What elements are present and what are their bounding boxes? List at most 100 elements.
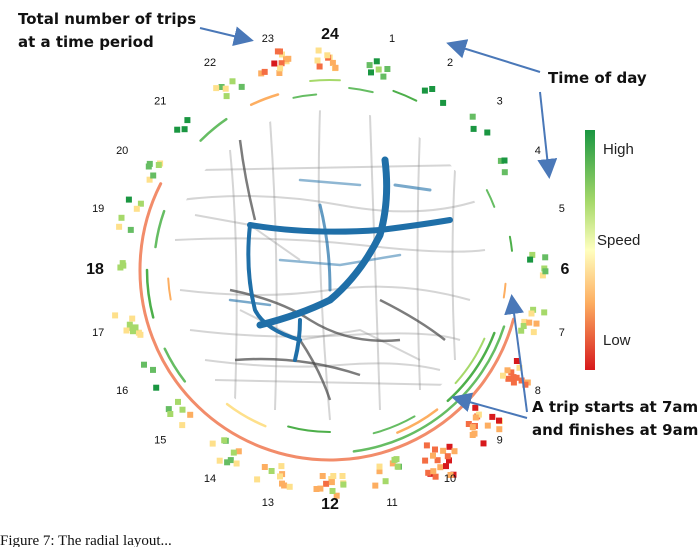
- histogram-cell: [529, 251, 536, 258]
- hour-label-7: 7: [559, 327, 565, 339]
- histogram-cell: [330, 473, 337, 479]
- histogram-cell: [137, 200, 144, 207]
- histogram-cell: [382, 478, 389, 485]
- histogram-cell: [501, 169, 508, 176]
- histogram-cell: [150, 172, 157, 179]
- histogram-cell: [489, 413, 496, 420]
- histogram-cell: [277, 473, 283, 480]
- histogram-cell: [384, 66, 391, 72]
- histogram-cell: [165, 406, 172, 413]
- histogram-cell: [501, 157, 508, 164]
- hour-label-22: 22: [204, 57, 216, 69]
- hour-label-21: 21: [154, 95, 166, 107]
- histogram-cell: [261, 68, 268, 75]
- histogram-cell: [440, 447, 447, 454]
- annotation-arrows: [199, 26, 558, 419]
- histogram-cell: [484, 129, 491, 136]
- histogram-cell: [376, 468, 383, 475]
- histogram-cell: [278, 60, 285, 67]
- trip-arc: [348, 87, 374, 94]
- hour-label-2: 2: [447, 57, 453, 69]
- histogram-cell: [174, 126, 181, 133]
- histogram-cell: [440, 99, 447, 106]
- hour-label-24: 24: [321, 26, 339, 43]
- hour-label-11: 11: [386, 497, 397, 509]
- histogram-cell: [222, 85, 229, 92]
- speed-color-bar: [585, 130, 595, 370]
- histogram-cell: [324, 52, 331, 59]
- annotation-total-trips-line2: at a time period: [18, 33, 154, 51]
- histogram-cell: [155, 162, 162, 168]
- histogram-cell: [332, 64, 339, 71]
- histogram-cell: [444, 453, 451, 460]
- histogram-cell: [329, 488, 336, 494]
- histogram-cell: [430, 468, 437, 475]
- trip-arc: [154, 209, 166, 249]
- histogram-cell: [518, 327, 525, 334]
- trip-arc: [396, 408, 439, 434]
- hour-label-5: 5: [559, 203, 565, 215]
- trip-arc: [309, 79, 341, 82]
- histogram-cell: [542, 254, 549, 261]
- trip-arc: [199, 117, 228, 142]
- histogram-cell: [437, 464, 444, 471]
- histogram-cell: [271, 60, 278, 67]
- histogram-cell: [285, 55, 292, 62]
- legend-low-label: Low: [603, 332, 631, 349]
- histogram-cell: [153, 384, 160, 391]
- histogram-cell: [276, 70, 283, 76]
- hour-label-16: 16: [116, 385, 128, 397]
- histogram-cell: [227, 457, 234, 464]
- histogram-cell: [179, 422, 186, 429]
- histogram-cell: [516, 364, 523, 371]
- trip-arc: [167, 277, 172, 301]
- histogram-cell: [368, 69, 374, 76]
- histogram-cell: [119, 260, 126, 267]
- histogram-cell: [375, 66, 382, 73]
- histogram-cell: [132, 324, 139, 331]
- histogram-cell: [510, 374, 517, 381]
- hour-label-1: 1: [389, 33, 395, 45]
- histogram-cell: [316, 63, 323, 70]
- legend-high-label: High: [603, 141, 634, 158]
- trip-arcs: [138, 79, 515, 462]
- hour-label-17: 17: [92, 327, 104, 339]
- histogram-cell: [500, 372, 506, 379]
- hour-label-12: 12: [321, 496, 339, 513]
- trip-arc: [163, 347, 187, 383]
- histogram-cell: [496, 417, 502, 424]
- histogram-cell: [277, 65, 284, 72]
- histogram-cell: [394, 463, 401, 470]
- histogram-cell: [209, 440, 216, 447]
- histogram-cell: [118, 214, 125, 221]
- hour-label-3: 3: [497, 95, 503, 107]
- histogram-cell: [497, 157, 504, 164]
- histogram-cell: [117, 264, 124, 271]
- hour-label-13: 13: [262, 497, 274, 509]
- histogram-cell: [179, 406, 186, 413]
- trip-arc: [292, 93, 318, 99]
- histogram-cell: [508, 369, 515, 376]
- trip-arc: [372, 415, 416, 435]
- histogram-cell: [484, 422, 491, 429]
- hour-label-6: 6: [561, 261, 570, 278]
- histogram-cell: [430, 452, 436, 459]
- trip-arc: [502, 282, 507, 299]
- histogram-cell: [521, 318, 528, 325]
- histogram-cell: [333, 492, 340, 499]
- histogram-cell: [496, 426, 503, 433]
- trip-arc: [485, 189, 496, 208]
- histogram-cell: [112, 312, 119, 319]
- histogram-cell: [376, 463, 383, 470]
- histogram-cell: [229, 78, 236, 85]
- hour-label-20: 20: [116, 145, 128, 157]
- histogram-cell: [530, 329, 537, 336]
- histogram-cell: [443, 463, 449, 470]
- histogram-cell: [425, 469, 432, 476]
- histogram-cell: [116, 223, 123, 230]
- histogram-cell: [146, 160, 153, 167]
- histogram-cell: [522, 381, 529, 388]
- trip-arc: [508, 235, 513, 252]
- histogram-cell: [130, 328, 136, 335]
